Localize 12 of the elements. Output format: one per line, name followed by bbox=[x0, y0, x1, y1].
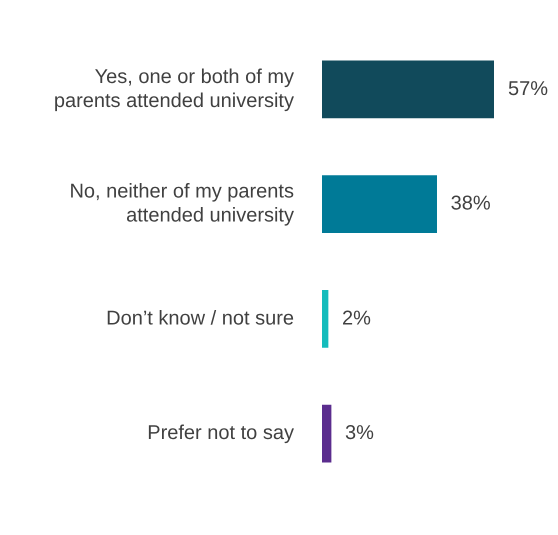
data-label: 2% bbox=[342, 307, 372, 330]
data-label: 57% bbox=[508, 78, 548, 100]
bar bbox=[322, 404, 332, 462]
y-tick-label: Don’t know / not sure bbox=[106, 307, 294, 330]
y-tick-label: Yes, one or both of my parents attended university bbox=[54, 66, 294, 112]
data-label: 38% bbox=[450, 192, 491, 215]
y-tick-label: Prefer not to say bbox=[147, 422, 294, 444]
bar bbox=[322, 60, 494, 118]
bar bbox=[322, 175, 437, 233]
y-tick-label: No, neither of my parents attended university bbox=[69, 180, 294, 227]
bar bbox=[322, 290, 328, 348]
data-label: 3% bbox=[345, 422, 374, 444]
